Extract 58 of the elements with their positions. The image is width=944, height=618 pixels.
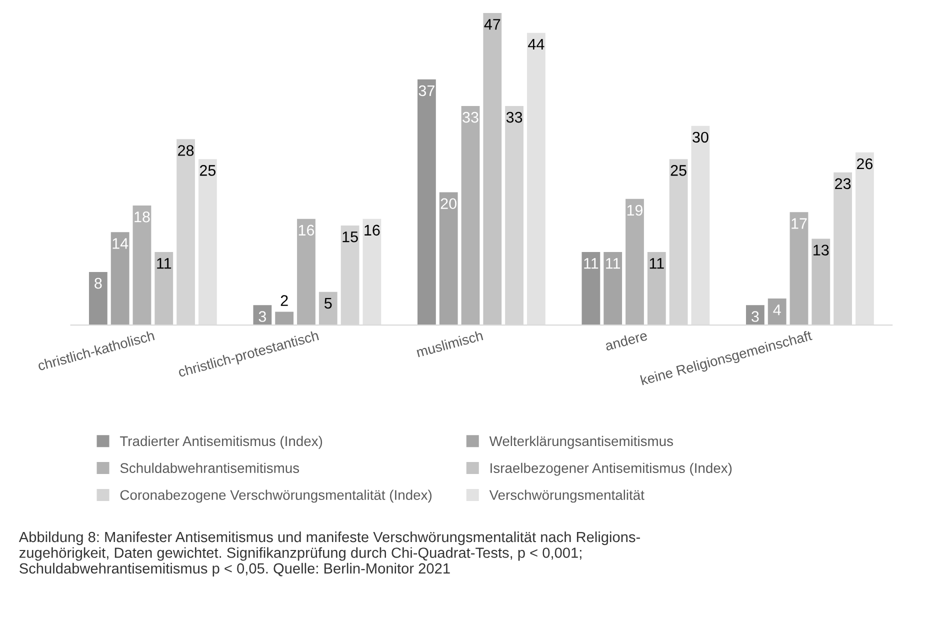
bar xyxy=(812,238,830,326)
data-label: 26 xyxy=(856,158,873,170)
bar xyxy=(582,252,600,326)
data-label: 4 xyxy=(773,304,781,316)
bar xyxy=(110,232,130,326)
x-tick-label: andere xyxy=(604,330,648,351)
legend-label: Schuldabwehrantisemitismus xyxy=(120,462,300,474)
legend-label: Coronabezogene Verschwörungsmentalität (Index) xyxy=(120,490,432,503)
data-label: 47 xyxy=(484,19,500,30)
bar xyxy=(483,12,502,326)
data-label: 20 xyxy=(440,198,456,210)
legend-label: Verschwörungsmentalität xyxy=(489,490,644,503)
bar xyxy=(461,106,480,326)
data-label: 19 xyxy=(627,204,643,216)
data-label: 11 xyxy=(650,258,664,269)
data-label: 23 xyxy=(835,178,851,190)
data-label: 28 xyxy=(178,145,194,156)
data-label: 2 xyxy=(280,295,288,306)
data-label: 5 xyxy=(324,298,332,309)
bar xyxy=(417,79,436,326)
data-label: 16 xyxy=(364,224,380,236)
bar xyxy=(626,198,644,326)
bar xyxy=(132,206,152,326)
data-label: 30 xyxy=(692,132,708,143)
bar xyxy=(604,252,622,326)
bar xyxy=(647,252,666,326)
data-label: 33 xyxy=(506,112,522,123)
text: Abbildung 8: Manifester Antisemitismus und manifeste Verschwörungsmentalität nach Religions- zugehörigkeit, Daten gewichtet. Signifikanzprüfung durch Chi-Quadrat-Tests, p < 0,001; Schuldabwehrantisemitismus p < 0,05. Quelle: Berlin-Monitor 2021 xyxy=(18,531,640,576)
data-label: 11 xyxy=(157,258,172,269)
data-label: 25 xyxy=(670,165,686,176)
data-label: 14 xyxy=(112,238,128,249)
data-label: 13 xyxy=(814,244,829,256)
bar xyxy=(768,298,786,326)
bar xyxy=(154,252,174,326)
bar xyxy=(297,218,316,326)
bar xyxy=(439,192,458,326)
bar xyxy=(275,312,294,326)
data-label: 18 xyxy=(134,212,150,222)
data-label: 15 xyxy=(342,232,358,242)
data-label: 11 xyxy=(606,258,620,269)
data-label: 11 xyxy=(584,258,598,269)
bar xyxy=(253,305,272,326)
bar xyxy=(88,272,108,326)
data-label: 33 xyxy=(462,112,478,123)
legend-label: Welterklärungsantisemitismus xyxy=(489,436,674,449)
legend-label: Tradierter Antisemitismus (Index) xyxy=(120,436,322,449)
data-label: 3 xyxy=(752,311,759,322)
data-label: 37 xyxy=(418,85,434,96)
data-label: 3 xyxy=(258,311,266,322)
bar xyxy=(746,305,764,326)
data-label: 25 xyxy=(200,165,216,176)
data-label: 16 xyxy=(298,224,314,236)
bar xyxy=(318,292,338,326)
data-label: 17 xyxy=(792,218,807,229)
bar xyxy=(790,212,808,326)
data-label: 44 xyxy=(528,39,544,50)
data-label: 8 xyxy=(94,278,102,289)
legend-label: Israelbezogener Antisemitismus (Index) xyxy=(490,462,732,476)
